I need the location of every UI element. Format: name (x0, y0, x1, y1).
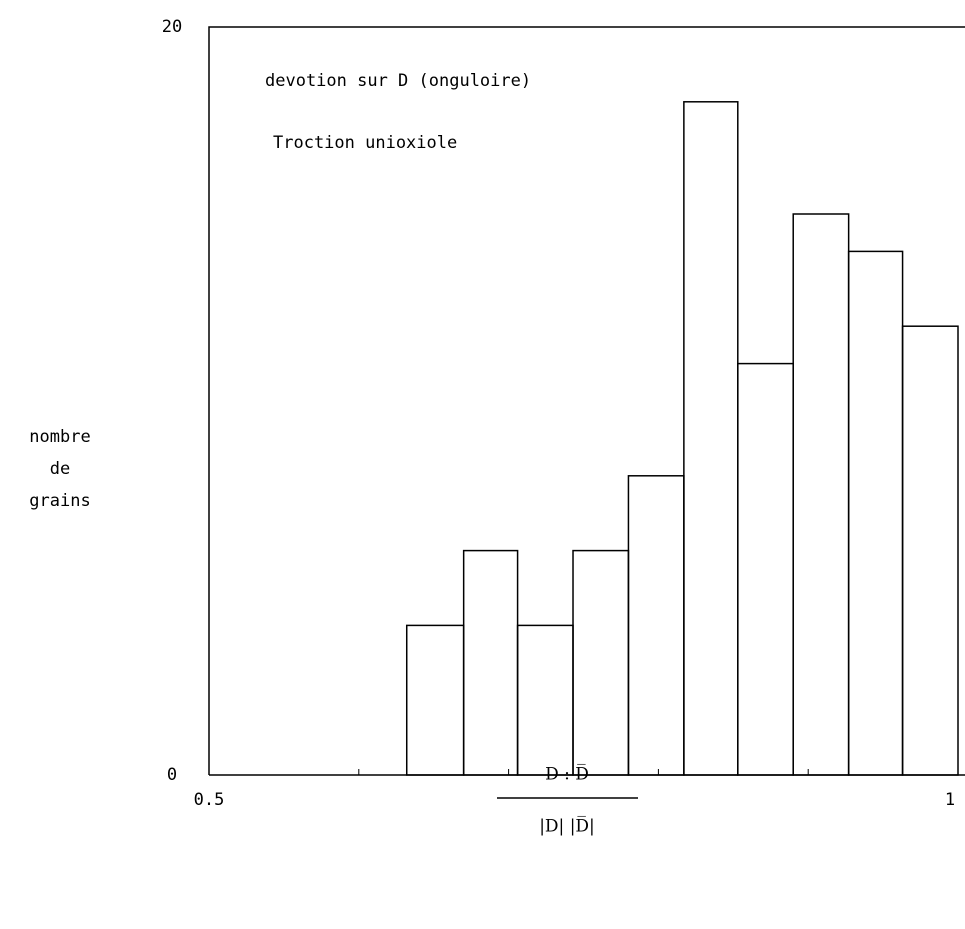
bar (572, 549, 630, 776)
y-tick-label: 20 (162, 17, 182, 37)
bar (627, 475, 685, 776)
annotation: Troction unioxiole (273, 133, 457, 153)
bar (405, 624, 465, 776)
bar (737, 362, 794, 776)
bar (847, 250, 904, 776)
bar (683, 101, 739, 776)
bar (792, 213, 850, 776)
y-label: grains (29, 491, 90, 511)
x-label: |D| |D̅| (539, 815, 595, 836)
bar (516, 624, 574, 776)
bar (462, 549, 519, 776)
annotation: devotion sur D (onguloire) (265, 71, 531, 91)
x-tick-label: 1 (945, 790, 955, 810)
bar (901, 325, 959, 776)
y-tick-label: 0 (167, 765, 177, 785)
x-label: D : D̅ (545, 763, 589, 784)
x-tick-label: 0.5 (194, 790, 225, 810)
y-label: de (50, 459, 70, 479)
y-label: nombre (29, 427, 90, 447)
